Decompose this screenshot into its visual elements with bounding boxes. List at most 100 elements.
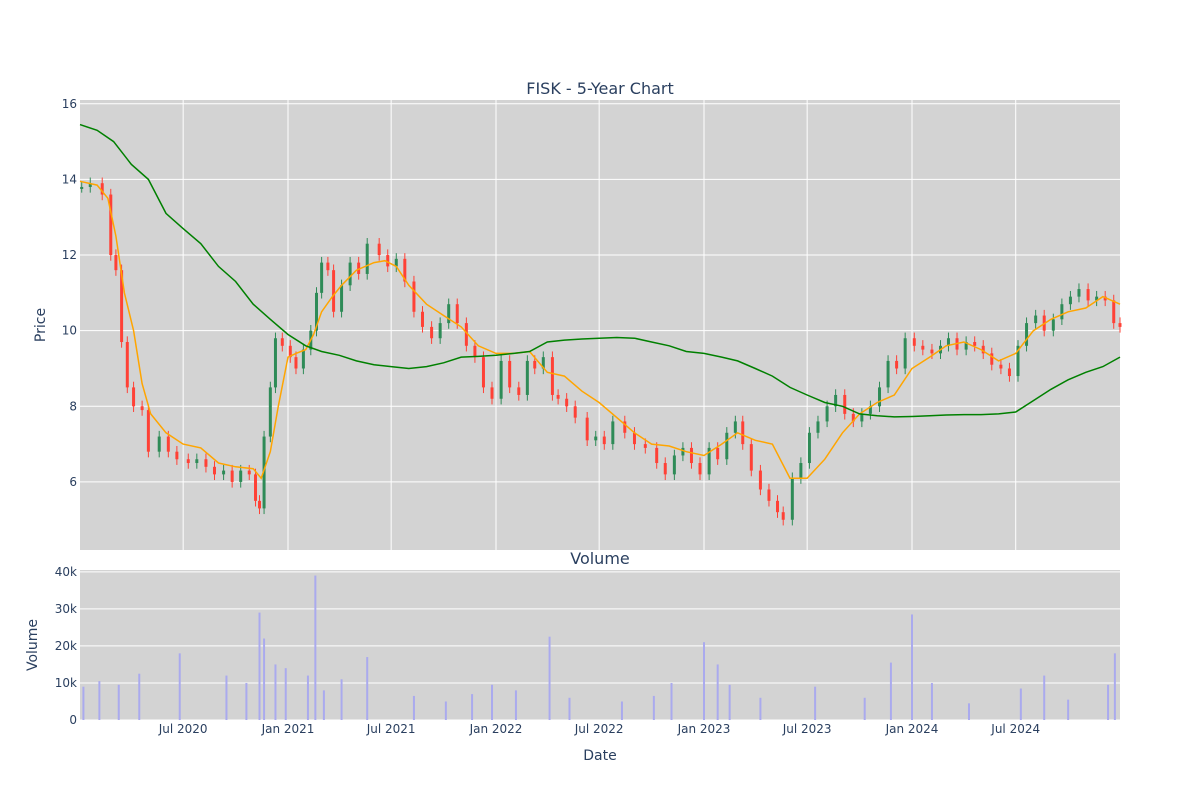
candle-body bbox=[868, 406, 872, 414]
volume-bar bbox=[548, 636, 551, 720]
volume-bar bbox=[284, 668, 287, 720]
volume-bar bbox=[911, 614, 913, 720]
candle-body bbox=[262, 436, 266, 509]
candle-body bbox=[903, 338, 907, 369]
candle-body bbox=[1025, 323, 1029, 346]
volume-bar bbox=[889, 662, 892, 720]
price-grid bbox=[80, 100, 1120, 550]
candle-body bbox=[186, 459, 190, 464]
candle-body bbox=[348, 262, 352, 286]
volume-bar bbox=[930, 682, 933, 720]
candle-body bbox=[430, 326, 434, 339]
candle-body bbox=[1077, 289, 1081, 297]
chart-title: FISK - 5-Year Chart bbox=[526, 79, 674, 98]
volume-bar bbox=[340, 679, 343, 720]
volume-bar bbox=[670, 682, 673, 720]
candle-body bbox=[490, 387, 494, 399]
volume-bar bbox=[728, 684, 731, 720]
candle-body bbox=[365, 243, 369, 274]
candle-body bbox=[332, 270, 336, 312]
volume-bar bbox=[263, 638, 266, 720]
candle-body bbox=[825, 406, 829, 422]
candle-body bbox=[166, 436, 170, 452]
candle-body bbox=[655, 447, 659, 464]
candle-body bbox=[758, 470, 762, 490]
date-tick-label: Jan 2021 bbox=[261, 722, 315, 736]
volume-bar bbox=[98, 681, 101, 720]
volume-bar bbox=[1113, 653, 1116, 720]
candle-body bbox=[981, 345, 985, 354]
volume-bar bbox=[620, 701, 623, 720]
candle-body bbox=[741, 421, 745, 445]
date-tick-label: Jul 2023 bbox=[782, 722, 832, 736]
candle-body bbox=[698, 463, 702, 475]
date-tick-label: Jul 2024 bbox=[990, 722, 1040, 736]
candle-body bbox=[175, 451, 179, 460]
candle-body bbox=[716, 447, 720, 460]
candle-body bbox=[689, 447, 693, 464]
candle-body bbox=[301, 349, 305, 369]
candle-body bbox=[990, 353, 994, 365]
price-tick-label: 10 bbox=[62, 324, 77, 338]
volume-bar bbox=[759, 697, 762, 720]
volume-tick-label: 0 bbox=[69, 713, 77, 727]
candle-body bbox=[517, 387, 521, 395]
candle-body bbox=[851, 413, 855, 422]
candle-body bbox=[565, 398, 569, 407]
date-tick-label: Jul 2022 bbox=[574, 722, 624, 736]
volume-bar bbox=[138, 673, 141, 720]
candle-body bbox=[525, 360, 529, 395]
price-plot-area bbox=[80, 100, 1120, 550]
candle-body bbox=[834, 394, 838, 407]
candle-body bbox=[973, 342, 977, 346]
candle-body bbox=[895, 360, 899, 369]
candle-body bbox=[420, 311, 424, 327]
candle-body bbox=[790, 478, 794, 520]
volume-bar bbox=[225, 675, 228, 720]
candle-body bbox=[114, 255, 118, 271]
candle-body bbox=[550, 357, 554, 395]
candle-body bbox=[886, 360, 890, 388]
price-tick-label: 16 bbox=[62, 97, 77, 111]
date-axis-ticks: Jul 2020 Jan 2021 Jul 2021 Jan 2022 Jul 2022… bbox=[158, 722, 1040, 736]
candle-body bbox=[120, 270, 124, 343]
candle-body bbox=[109, 194, 113, 256]
candle-body bbox=[672, 455, 676, 475]
volume-bar bbox=[444, 701, 447, 720]
candle-body bbox=[749, 444, 753, 471]
volume-bar bbox=[82, 686, 85, 720]
volume-tick-label: 40k bbox=[55, 565, 77, 579]
candle-body bbox=[964, 342, 968, 350]
candle-body bbox=[222, 470, 226, 475]
volume-bar bbox=[412, 695, 415, 720]
volume-axis-title: Volume bbox=[25, 619, 41, 671]
candle-body bbox=[195, 459, 199, 464]
candle-body bbox=[320, 262, 324, 293]
volume-bar bbox=[366, 657, 369, 720]
candle-body bbox=[556, 394, 560, 399]
moving-average-lines bbox=[79, 123, 1121, 480]
candle-body bbox=[643, 444, 647, 448]
candle-body bbox=[357, 262, 361, 274]
candle-body bbox=[268, 387, 272, 437]
date-tick-label: Jul 2020 bbox=[158, 722, 208, 736]
candle-body bbox=[447, 304, 451, 324]
candle-body bbox=[1118, 323, 1122, 327]
date-tick-label: Jul 2021 bbox=[366, 722, 416, 736]
candle-body bbox=[860, 413, 864, 422]
volume-bar bbox=[814, 686, 817, 720]
volume-tick-label: 30k bbox=[55, 602, 77, 616]
price-candles bbox=[80, 177, 1122, 526]
candle-body bbox=[585, 417, 589, 441]
candle-body bbox=[273, 338, 277, 388]
volume-bar bbox=[1019, 688, 1022, 720]
candle-body bbox=[707, 447, 711, 475]
candle-body bbox=[1095, 296, 1099, 301]
candle-body bbox=[1016, 345, 1020, 377]
volume-bar bbox=[117, 684, 120, 720]
candle-body bbox=[816, 421, 820, 433]
volume-subplot-title: Volume bbox=[570, 549, 630, 568]
volume-tick-label: 10k bbox=[55, 676, 77, 690]
candle-body bbox=[541, 357, 545, 369]
candle-body bbox=[1068, 296, 1072, 305]
